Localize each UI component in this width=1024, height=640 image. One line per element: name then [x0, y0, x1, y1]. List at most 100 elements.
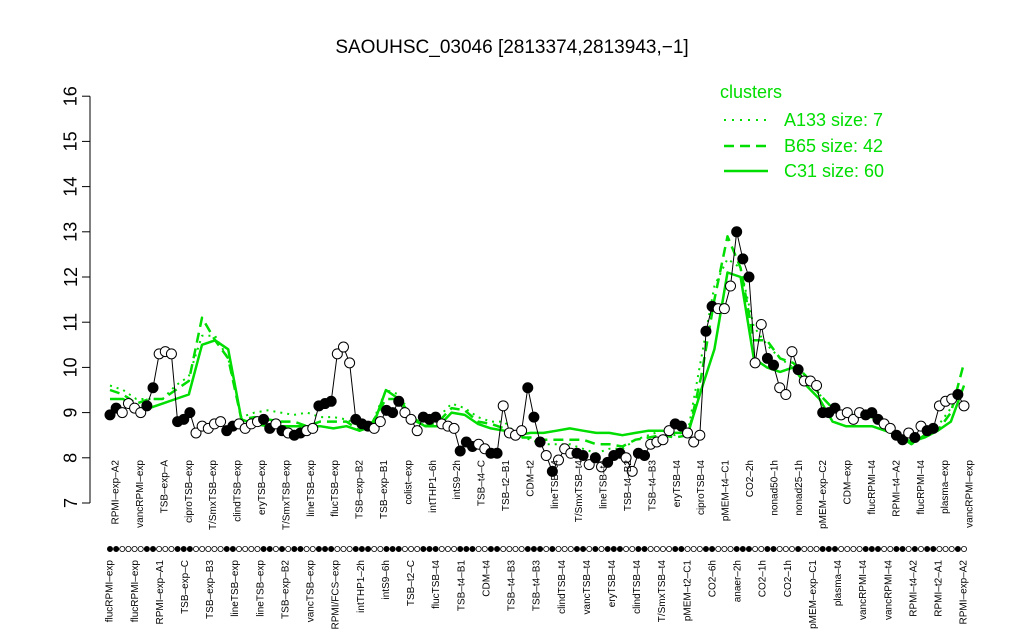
rug-mark — [242, 546, 249, 553]
data-point — [589, 452, 601, 464]
data-point — [184, 407, 196, 419]
data-point — [847, 413, 859, 425]
data-point — [774, 382, 786, 394]
rug-mark — [580, 546, 587, 553]
data-point — [620, 452, 632, 464]
rug-mark — [444, 546, 451, 553]
rug-mark — [352, 546, 359, 553]
x-tick-label: anaer–2h — [733, 560, 744, 602]
rug-mark — [266, 546, 273, 553]
rug-mark — [930, 546, 937, 553]
rug-mark — [506, 546, 513, 553]
x-tick-label: CO2–1h — [783, 560, 794, 597]
y-tick-label: 16 — [61, 86, 81, 106]
rug-mark — [211, 546, 218, 553]
x-tick-label: clindTSB–exp — [233, 460, 244, 522]
x-tick-label: vancRPMI–t4 — [858, 560, 869, 620]
data-point — [761, 352, 773, 364]
rug-mark — [414, 546, 421, 553]
x-tick-label: TSB–t2–B1 — [501, 460, 512, 512]
rug-mark — [825, 546, 832, 553]
rug-mark — [131, 546, 138, 553]
data-point — [528, 411, 540, 423]
rug-mark — [635, 546, 642, 553]
x-tick-label: clindTSB–t4 — [632, 560, 643, 614]
x-tick-label: CDM–t2 — [525, 460, 536, 497]
data-point — [626, 465, 638, 477]
rug-marks — [107, 546, 968, 553]
y-axis: 7 8 9 10 11 12 13 14 15 16 — [61, 86, 91, 508]
rug-mark — [961, 546, 968, 553]
x-tick-labels: RPMI–exp–A2 vancRPMI–exp TSB–exp–A ciproTSB… — [105, 460, 976, 630]
rug-mark — [143, 546, 150, 553]
rug-mark — [469, 546, 476, 553]
rug-mark — [279, 546, 286, 553]
rug-mark — [543, 546, 550, 553]
rug-mark — [236, 546, 243, 553]
legend-label-a133: A133 size: 7 — [784, 110, 883, 130]
rug-mark — [358, 546, 365, 553]
rug-mark — [696, 546, 703, 553]
rug-mark — [819, 546, 826, 553]
x-tick-label: TSB–t4–B3 — [532, 560, 543, 612]
rug-mark — [254, 546, 261, 553]
data-point — [749, 357, 761, 369]
data-point — [147, 382, 159, 394]
rug-mark — [377, 546, 384, 553]
data-point — [374, 416, 386, 428]
x-tick-label: ciproTSB–t4 — [696, 460, 707, 515]
x-tick-label: TSB–exp–B2 — [355, 460, 366, 519]
rug-mark — [715, 546, 722, 553]
rug-mark — [647, 546, 654, 553]
data-point — [768, 359, 780, 371]
rug-mark — [598, 546, 605, 553]
rug-mark — [432, 546, 439, 553]
rug-mark — [137, 546, 144, 553]
legend: clusters A133 size: 7 B65 size: 42 C31 s… — [720, 82, 884, 181]
rug-mark — [383, 546, 390, 553]
data-point — [958, 400, 970, 412]
x-tick-label: vancRPMI–exp — [135, 460, 146, 528]
data-point — [491, 447, 503, 459]
rug-mark — [868, 546, 875, 553]
data-point — [866, 407, 878, 419]
data-point — [952, 389, 964, 401]
rug-mark — [856, 546, 863, 553]
data-point — [639, 450, 651, 462]
rug-mark — [481, 546, 488, 553]
rug-mark — [752, 546, 759, 553]
rug-mark — [193, 546, 200, 553]
rug-mark — [272, 546, 279, 553]
rug-mark — [107, 546, 114, 553]
rug-mark — [334, 546, 341, 553]
data-point — [884, 422, 896, 434]
rug-mark — [838, 546, 845, 553]
rug-mark — [524, 546, 531, 553]
rug-mark — [457, 546, 464, 553]
y-tick-label: 8 — [61, 453, 81, 463]
rug-mark — [315, 546, 322, 553]
rug-mark — [156, 546, 163, 553]
data-point — [682, 427, 694, 439]
rug-mark — [487, 546, 494, 553]
rug-mark — [438, 546, 445, 553]
x-tick-label: RPMI/FCS–exp — [331, 560, 342, 630]
rug-mark — [223, 546, 230, 553]
rug-mark — [500, 546, 507, 553]
rug-mark — [475, 546, 482, 553]
rug-mark — [678, 546, 685, 553]
rug-mark — [616, 546, 623, 553]
x-tick-label: TSB–t4–C — [477, 460, 488, 506]
rug-mark — [899, 546, 906, 553]
x-tick-label: RPMI–exp–A1 — [155, 560, 166, 625]
rug-mark — [512, 546, 519, 553]
x-tick-label: RPMI–t2–A1 — [934, 560, 945, 617]
x-tick-label: eryTSB–t4 — [672, 460, 683, 508]
rug-mark — [653, 546, 660, 553]
data-point — [516, 425, 528, 437]
x-tick-label: TSB–t4–B3 — [647, 460, 658, 512]
rug-mark — [186, 546, 193, 553]
rug-mark — [537, 546, 544, 553]
rug-mark — [801, 546, 808, 553]
